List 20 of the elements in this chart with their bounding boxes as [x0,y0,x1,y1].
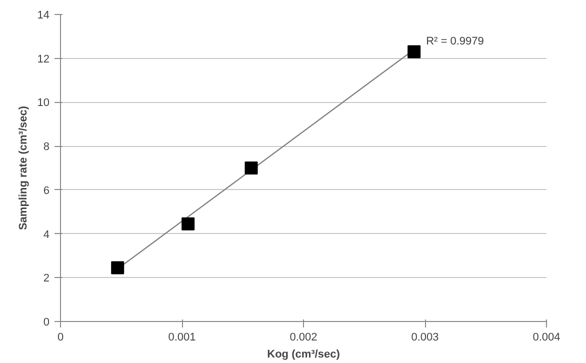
point [182,217,195,230]
point [408,45,421,58]
x-axis-title: Kog (cm³/sec) [267,348,340,360]
y-tick-label: 12 [37,53,50,66]
y-tick-label: 14 [37,10,50,22]
x-tick-label: 0.003 [411,332,439,344]
y-tick-label: 8 [43,141,50,154]
x-tick-label: 0.002 [290,332,318,344]
y-tick-label: 4 [43,228,50,241]
annotation: R² = 0.9979 [426,36,484,48]
y-tick-label: 10 [37,97,50,110]
point [111,261,124,274]
y-axis-title: Sampling rate (cm³/sec) [17,106,30,230]
x-tick-label: 0.004 [532,332,560,344]
point [244,162,258,174]
y-tick-label: 0 [43,316,50,328]
y-tick-label: 2 [43,272,50,285]
x-tick-label: 0 [57,332,64,344]
x-tick-label: 0.001 [168,332,196,344]
y-tick-label: 6 [43,184,50,197]
